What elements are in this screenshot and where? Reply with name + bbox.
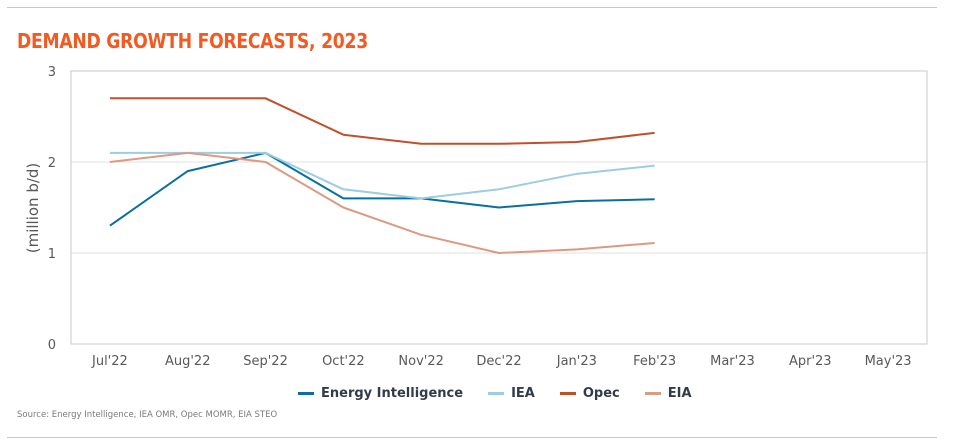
axes — [70, 70, 928, 345]
x-tick-label: Aug'22 — [165, 354, 211, 369]
top-divider — [7, 7, 937, 8]
legend-swatch — [559, 392, 576, 395]
x-tick-label: May'23 — [865, 354, 912, 369]
x-tick-label: Jul'22 — [91, 354, 128, 369]
x-tick-labels: Jul'22 Aug'22 Sep'22 Oct'22 Nov'22 Dec'22 Jan'… — [91, 354, 912, 369]
y-tick-label: 2 — [48, 156, 56, 171]
series-line-opec — [109, 97, 655, 145]
x-tick-label: Oct'22 — [322, 354, 365, 369]
legend-item-energy-intelligence[interactable]: Energy Intelligence — [298, 386, 463, 401]
legend-item-iea[interactable]: IEA — [488, 386, 535, 401]
y-tick-label: 0 — [48, 338, 56, 353]
legend: Energy Intelligence IEA Opec EIA — [298, 386, 692, 401]
x-tick-label: Sep'22 — [243, 354, 288, 369]
y-axis-label: (million b/d) — [24, 163, 42, 254]
x-tick-label: Nov'22 — [398, 354, 444, 369]
series-line-iea — [109, 151, 655, 200]
legend-swatch — [298, 392, 314, 395]
chart-title: DEMAND GROWTH FORECASTS, 2023 — [17, 29, 368, 53]
bottom-divider — [7, 437, 937, 438]
legend-label: IEA — [511, 386, 535, 401]
legend-item-eia[interactable]: EIA — [644, 386, 692, 401]
y-tick-label: 1 — [48, 247, 56, 262]
x-tick-label: Feb'23 — [633, 354, 676, 369]
legend-label: EIA — [667, 386, 692, 401]
legend-swatch — [488, 392, 505, 395]
series-line-eia — [109, 151, 655, 254]
legend-item-opec[interactable]: Opec — [559, 386, 620, 401]
source-note: Source: Energy Intelligence, IEA OMR, Op… — [17, 410, 278, 420]
plot-frame — [70, 70, 928, 345]
x-tick-label: Dec'22 — [476, 354, 521, 369]
x-tick-label: Mar'23 — [710, 354, 755, 369]
legend-label: Energy Intelligence — [321, 386, 464, 401]
x-tick-label: Apr'23 — [789, 354, 832, 369]
legend-label: Opec — [582, 386, 620, 401]
legend-swatch — [644, 392, 661, 395]
series-line-energy-intelligence — [109, 151, 655, 227]
series-lines — [109, 97, 655, 254]
x-tick-label: Jan'23 — [556, 354, 597, 369]
y-tick-label: 3 — [48, 65, 56, 80]
y-tick-labels: 0 1 2 3 — [48, 65, 56, 353]
